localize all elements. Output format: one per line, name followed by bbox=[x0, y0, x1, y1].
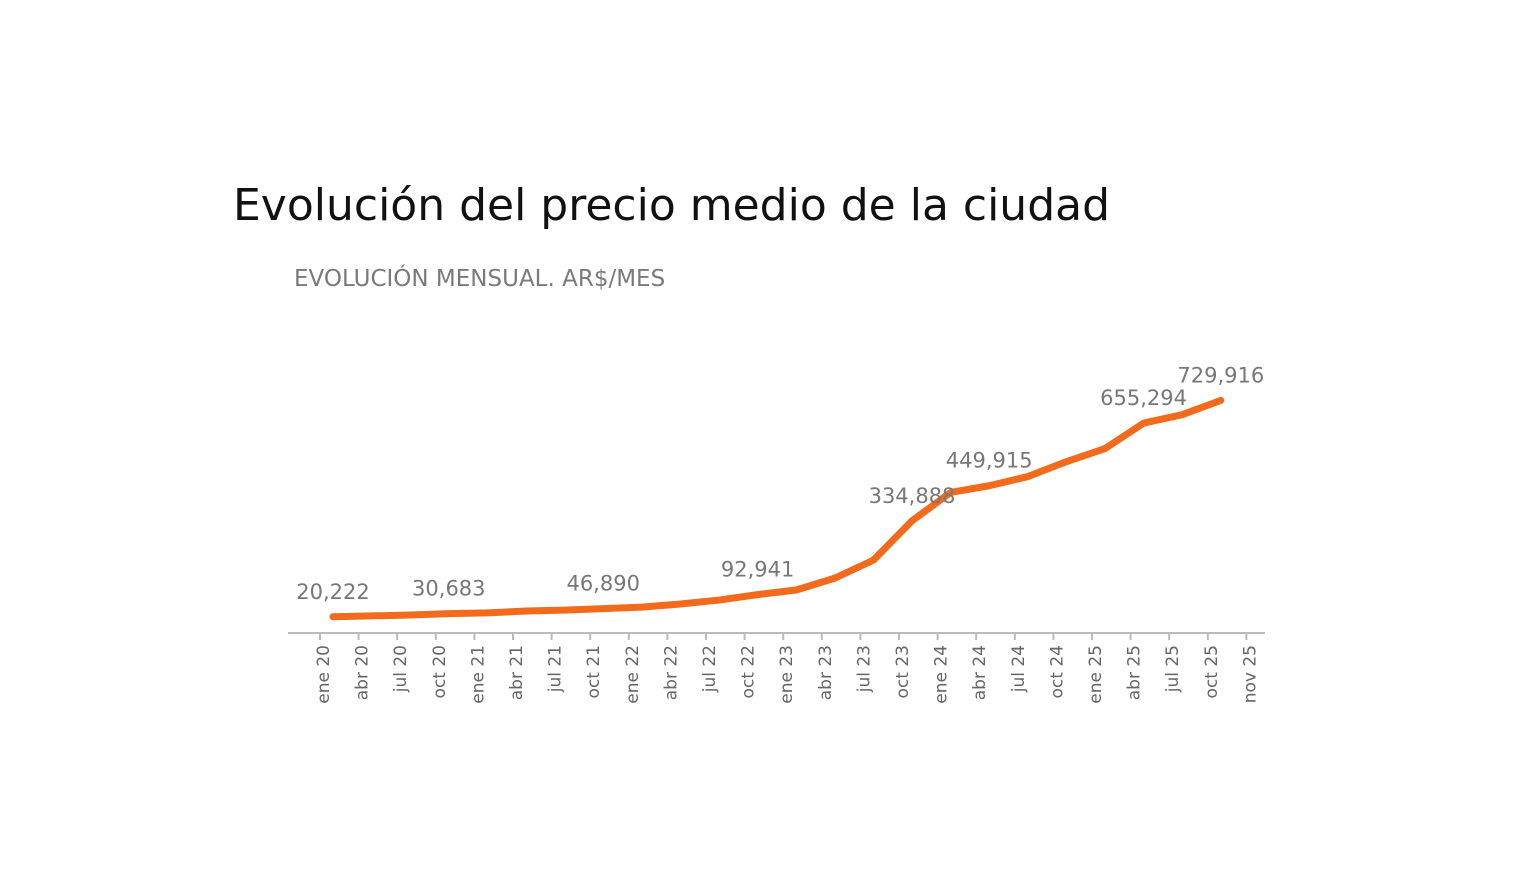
x-tick-label: abr 21 bbox=[507, 645, 527, 700]
x-tick-label: ene 20 bbox=[314, 645, 334, 704]
x-tick-label: jul 24 bbox=[1009, 645, 1029, 693]
data-label: 20,222 bbox=[296, 580, 369, 604]
x-tick-label: oct 20 bbox=[430, 645, 450, 698]
x-tick-label: jul 22 bbox=[700, 645, 720, 693]
line bbox=[329, 396, 1225, 621]
x-tick-label: jul 21 bbox=[546, 645, 566, 693]
x-tick-label: ene 23 bbox=[777, 645, 797, 704]
x-tick-label: jul 25 bbox=[1163, 645, 1183, 693]
x-tick-label: ene 21 bbox=[468, 645, 488, 704]
chart-subtitle: EVOLUCIÓN MENSUAL. AR$/MES bbox=[294, 264, 665, 292]
x-tick-label: abr 25 bbox=[1125, 645, 1145, 700]
x-tick-label: abr 23 bbox=[816, 645, 836, 700]
x-tick-label: oct 24 bbox=[1047, 645, 1067, 698]
data-label: 729,916 bbox=[1177, 363, 1264, 387]
x-tick-label: oct 22 bbox=[739, 645, 759, 698]
data-label: 655,294 bbox=[1100, 386, 1187, 410]
x-tick-label: oct 23 bbox=[893, 645, 913, 698]
x-tick-label: oct 21 bbox=[584, 645, 604, 698]
data-label: 449,915 bbox=[946, 449, 1033, 473]
x-tick-label: jul 23 bbox=[854, 645, 874, 693]
data-label: 334,888 bbox=[869, 484, 956, 508]
x-tick-label: oct 25 bbox=[1202, 645, 1222, 698]
x-tick-label: abr 24 bbox=[970, 645, 990, 700]
x-tick-label: jul 20 bbox=[391, 645, 411, 693]
data-label: 46,890 bbox=[566, 572, 639, 596]
x-tick-label: abr 22 bbox=[661, 645, 681, 700]
x-tick-label: ene 22 bbox=[623, 645, 643, 704]
x-tick-label: ene 24 bbox=[932, 645, 952, 704]
data-label: 30,683 bbox=[412, 577, 485, 601]
chart-title: Evolución del precio medio de la ciudad bbox=[233, 180, 1110, 231]
x-tick-label: nov 25 bbox=[1240, 645, 1260, 703]
x-tick-label: ene 25 bbox=[1086, 645, 1106, 704]
data-label: 92,941 bbox=[721, 558, 794, 582]
x-tick-label: abr 20 bbox=[353, 645, 373, 700]
